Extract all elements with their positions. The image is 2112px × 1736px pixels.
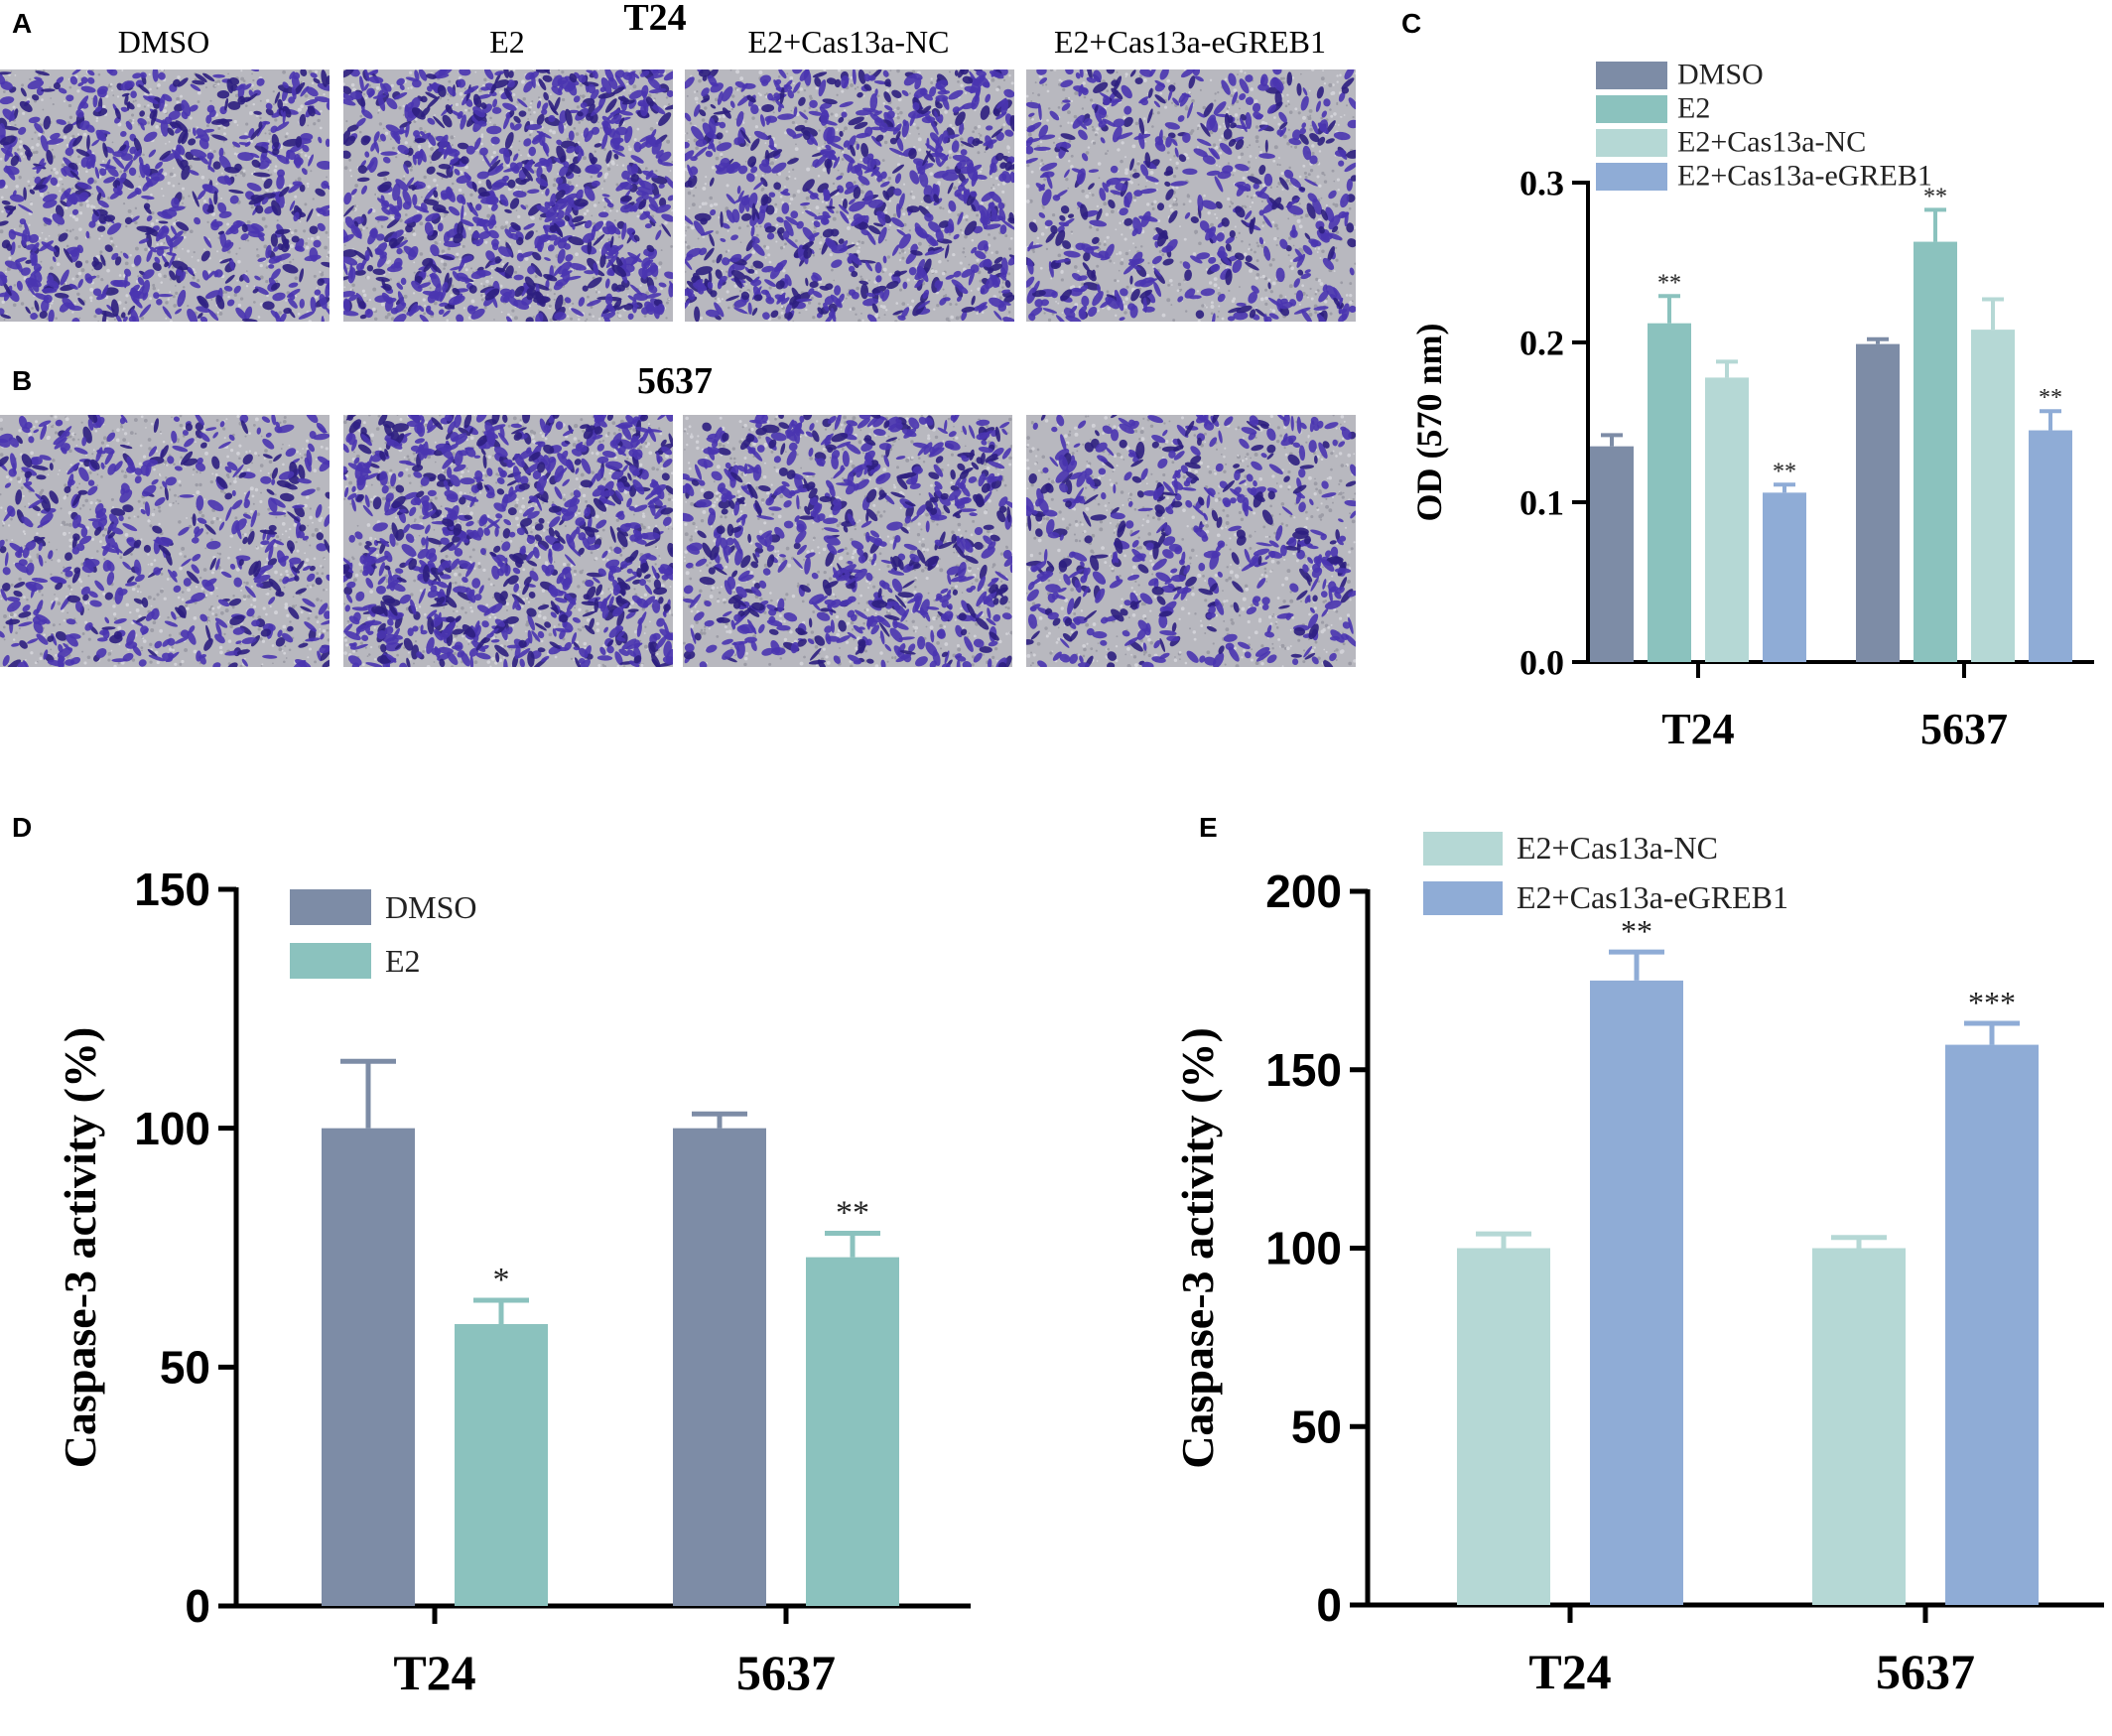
column-label-dmso: DMSO [117, 24, 210, 60]
legend-label: E2+Cas13a-eGREB1 [1517, 879, 1788, 915]
legend-label: E2 [385, 943, 421, 979]
legend-swatch [290, 889, 371, 925]
y-axis-label: OD (570 nm) [1409, 324, 1449, 522]
bar [806, 1257, 899, 1606]
y-tick-label: 0.2 [1519, 324, 1564, 363]
bar [1590, 446, 1634, 662]
bar [1457, 1248, 1550, 1605]
legend-label: E2 [1677, 91, 1710, 124]
y-tick-label: 50 [1291, 1401, 1342, 1452]
micrograph-5637-e2-cas13a-nc [683, 415, 1012, 667]
bar [1856, 343, 1900, 662]
y-tick-label: 0.1 [1519, 483, 1564, 523]
significance-label: * [493, 1262, 510, 1298]
bar [1590, 980, 1683, 1605]
x-tick-label: 5637 [736, 1645, 836, 1700]
y-tick-label: 150 [1265, 1044, 1342, 1096]
y-tick-label: 0 [185, 1580, 210, 1632]
panel-d-letter: D [12, 812, 33, 843]
panel-b-letter: B [12, 365, 33, 396]
significance-label: ** [2039, 385, 2062, 411]
y-tick-label: 150 [134, 864, 210, 915]
panel-c-letter: C [1401, 8, 1422, 39]
panel-e-letter: E [1199, 812, 1218, 843]
bar [1705, 377, 1749, 662]
bar [1812, 1248, 1906, 1605]
legend-swatch [290, 943, 371, 979]
y-tick-label: 0.0 [1519, 643, 1564, 683]
y-tick-label: 0.3 [1519, 164, 1564, 203]
significance-label: ** [1923, 184, 1947, 209]
significance-label: *** [1968, 985, 2016, 1020]
legend-swatch [1596, 129, 1667, 157]
chart-c-od: OD (570 nm) 0.0 0.1 0.2 0.3 T24 ** ** 5637 ** ** DM… [1409, 58, 2094, 753]
chart-d-caspase3: Caspase-3 activity (%) 0 50 100 150 T24 * 5637 *… [55, 864, 971, 1700]
legend-label: DMSO [1677, 58, 1764, 90]
micrograph-t24-dmso [0, 69, 330, 322]
micrograph-t24-e2-cas13a-nc [685, 69, 1014, 322]
legend-label: DMSO [385, 889, 476, 925]
legend-swatch [1596, 62, 1667, 89]
y-tick-label: 100 [134, 1103, 210, 1154]
legend-swatch [1596, 95, 1667, 123]
y-tick-label: 200 [1265, 866, 1342, 917]
micrograph-5637-e2-cas13a-egreb1 [1026, 415, 1356, 667]
column-label-e2-cas13a-egreb1: E2+Cas13a-eGREB1 [1054, 24, 1326, 60]
chart-e-caspase3: Caspase-3 activity (%) 0 50 100 150 200 T24 ** 5… [1172, 830, 2104, 1699]
x-tick-label: 5637 [1920, 705, 2008, 753]
significance-label: ** [1773, 459, 1796, 484]
y-tick-label: 50 [160, 1341, 210, 1393]
x-tick-label: T24 [1661, 705, 1734, 753]
y-tick-label: 0 [1316, 1579, 1342, 1631]
panel-a-title: T24 [623, 0, 687, 39]
bar [1648, 323, 1691, 662]
column-label-e2: E2 [489, 24, 525, 60]
micrograph-5637-dmso [0, 415, 330, 667]
legend-label: E2+Cas13a-eGREB1 [1677, 159, 1932, 192]
x-tick-label: T24 [393, 1645, 475, 1700]
bar [455, 1324, 548, 1606]
micrograph-t24-e2-cas13a-egreb1 [1026, 69, 1356, 322]
micrograph-5637-e2 [343, 415, 673, 667]
legend-label: E2+Cas13a-NC [1517, 830, 1718, 866]
bar [1971, 330, 2015, 662]
y-tick-label: 100 [1265, 1223, 1342, 1274]
legend-label: E2+Cas13a-NC [1677, 125, 1866, 158]
micrograph-t24-e2 [343, 69, 673, 322]
bar [2029, 430, 2072, 662]
y-axis-label: Caspase-3 activity (%) [55, 1027, 105, 1469]
significance-label: ** [836, 1195, 869, 1232]
panel-b-title: 5637 [637, 360, 713, 402]
significance-label: ** [1657, 270, 1681, 296]
x-tick-label: 5637 [1876, 1644, 1975, 1699]
column-label-e2-cas13a-nc: E2+Cas13a-NC [747, 24, 950, 60]
significance-label: ** [1621, 913, 1652, 949]
bar [1763, 492, 1806, 662]
bar [1914, 241, 1957, 662]
legend-swatch [1423, 832, 1503, 866]
bar [1945, 1044, 2039, 1605]
legend-swatch [1423, 881, 1503, 915]
panel-a-letter: A [12, 8, 33, 39]
legend-swatch [1596, 163, 1667, 191]
bar [673, 1128, 766, 1606]
y-axis-label: Caspase-3 activity (%) [1172, 1027, 1223, 1469]
bar [322, 1128, 415, 1606]
x-tick-label: T24 [1528, 1644, 1611, 1699]
